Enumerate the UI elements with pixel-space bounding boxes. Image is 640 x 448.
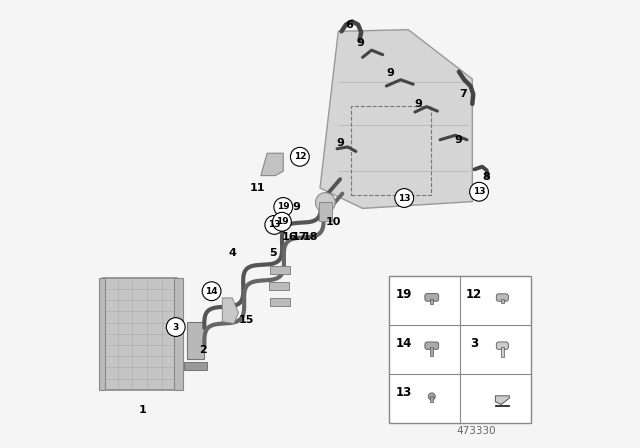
Bar <box>501 347 504 357</box>
Bar <box>103 278 177 390</box>
Text: 13: 13 <box>473 187 485 196</box>
Bar <box>431 396 433 402</box>
Text: 19: 19 <box>396 288 412 301</box>
Text: 9: 9 <box>292 202 301 212</box>
FancyBboxPatch shape <box>496 294 508 301</box>
FancyBboxPatch shape <box>425 342 438 349</box>
Polygon shape <box>222 298 239 323</box>
Circle shape <box>470 182 488 201</box>
Text: 17: 17 <box>292 233 308 242</box>
Bar <box>351 106 431 195</box>
Bar <box>269 282 289 290</box>
Text: 13: 13 <box>396 386 412 399</box>
Bar <box>270 266 289 274</box>
Text: 9: 9 <box>336 138 344 148</box>
Text: 13: 13 <box>268 220 280 229</box>
Text: 9: 9 <box>387 68 395 78</box>
Text: 12: 12 <box>294 152 306 161</box>
Polygon shape <box>320 30 472 208</box>
Bar <box>389 276 531 423</box>
Text: 6: 6 <box>345 20 353 30</box>
Circle shape <box>291 147 309 166</box>
Text: 9: 9 <box>356 38 364 47</box>
Text: 5: 5 <box>269 248 276 258</box>
Text: 11: 11 <box>250 183 265 193</box>
Circle shape <box>273 212 291 231</box>
Text: 8: 8 <box>482 172 490 182</box>
Bar <box>495 405 509 406</box>
Bar <box>270 298 289 306</box>
Text: 1: 1 <box>139 405 147 415</box>
Text: 3: 3 <box>173 323 179 332</box>
Circle shape <box>395 189 413 207</box>
FancyBboxPatch shape <box>425 293 438 301</box>
Circle shape <box>428 393 435 400</box>
FancyBboxPatch shape <box>496 342 508 349</box>
Bar <box>99 278 104 390</box>
Bar <box>187 322 204 359</box>
Circle shape <box>202 282 221 301</box>
Polygon shape <box>261 153 284 176</box>
Circle shape <box>265 215 284 234</box>
Bar <box>431 299 433 304</box>
Bar <box>184 362 207 370</box>
Text: 19: 19 <box>277 202 289 211</box>
Text: 4: 4 <box>228 248 237 258</box>
Text: 2: 2 <box>199 345 207 355</box>
Text: 12: 12 <box>466 288 482 301</box>
Text: 14: 14 <box>205 287 218 296</box>
Bar <box>431 347 433 356</box>
Polygon shape <box>495 396 509 405</box>
Text: 13: 13 <box>398 194 410 202</box>
Bar <box>319 202 332 221</box>
Text: 18: 18 <box>302 233 318 242</box>
Circle shape <box>274 198 292 216</box>
Bar <box>174 278 184 390</box>
Circle shape <box>316 193 335 212</box>
Text: 14: 14 <box>396 337 412 350</box>
Text: 16: 16 <box>282 233 298 242</box>
Text: 19: 19 <box>276 217 288 226</box>
Circle shape <box>166 318 185 336</box>
Text: 10: 10 <box>326 217 341 227</box>
Text: 7: 7 <box>460 89 467 99</box>
Text: 473330: 473330 <box>456 426 496 436</box>
Text: 3: 3 <box>470 337 478 350</box>
Text: 9: 9 <box>454 135 462 145</box>
Bar <box>501 299 504 303</box>
Text: 15: 15 <box>238 315 254 325</box>
Text: 9: 9 <box>415 99 422 109</box>
